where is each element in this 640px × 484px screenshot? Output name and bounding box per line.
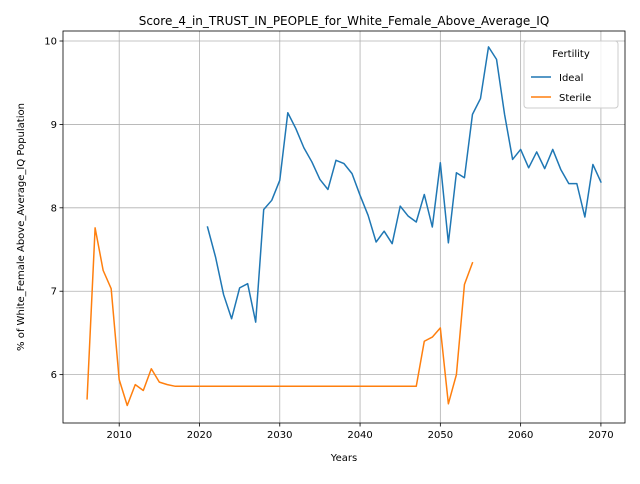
x-tick-label: 2010: [106, 430, 131, 441]
x-tick-label: 2070: [588, 430, 613, 441]
x-tick-label: 2060: [508, 430, 533, 441]
y-tick-label: 8: [51, 203, 57, 214]
legend-label-sterile: Sterile: [559, 93, 591, 104]
legend-box: [523, 40, 619, 109]
chart-title: Score_4_in_TRUST_IN_PEOPLE_for_White_Fem…: [139, 14, 550, 28]
x-tick-label: 2050: [428, 430, 453, 441]
series-lines: [86, 46, 602, 407]
series-line-sterile: [86, 227, 474, 407]
x-axis-label: Years: [330, 453, 357, 464]
y-tick-label: 7: [51, 287, 57, 298]
x-tick-label: 2030: [267, 430, 292, 441]
plot-frame: [62, 30, 626, 424]
y-tick-label: 9: [51, 120, 57, 131]
legend-label-ideal: Ideal: [559, 73, 583, 84]
y-tick-label: 6: [51, 370, 57, 381]
legend: Fertility Ideal Sterile: [523, 40, 619, 109]
series-line-ideal: [206, 46, 602, 323]
y-tick-label: 10: [44, 37, 57, 48]
grid: [63, 31, 625, 423]
legend-title: Fertility: [552, 49, 590, 60]
axis-ticks: 2010 2020 2030 2040 2050 2060 2070 6 7 8 9 10: [44, 37, 613, 441]
x-tick-label: 2020: [187, 430, 212, 441]
x-tick-label: 2040: [347, 430, 372, 441]
y-axis-label: % of White_Female Above_Average_IQ Popul…: [16, 103, 27, 351]
